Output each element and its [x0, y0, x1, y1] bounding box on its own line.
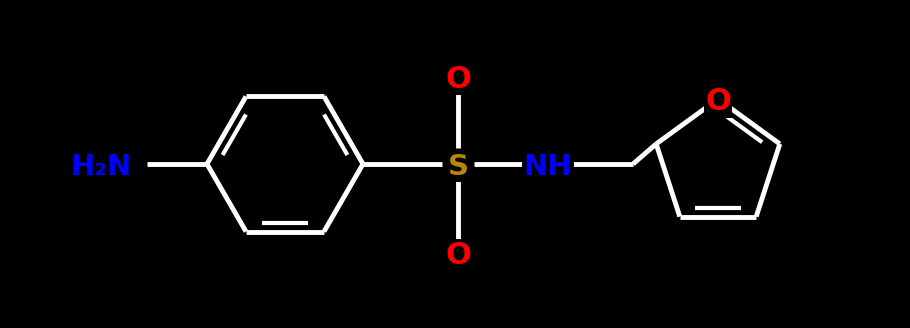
Text: O: O [445, 240, 471, 270]
Text: O: O [705, 88, 731, 116]
Text: H₂N: H₂N [71, 153, 132, 181]
Text: S: S [448, 153, 469, 181]
Text: NH: NH [524, 153, 572, 181]
Text: O: O [445, 65, 471, 93]
